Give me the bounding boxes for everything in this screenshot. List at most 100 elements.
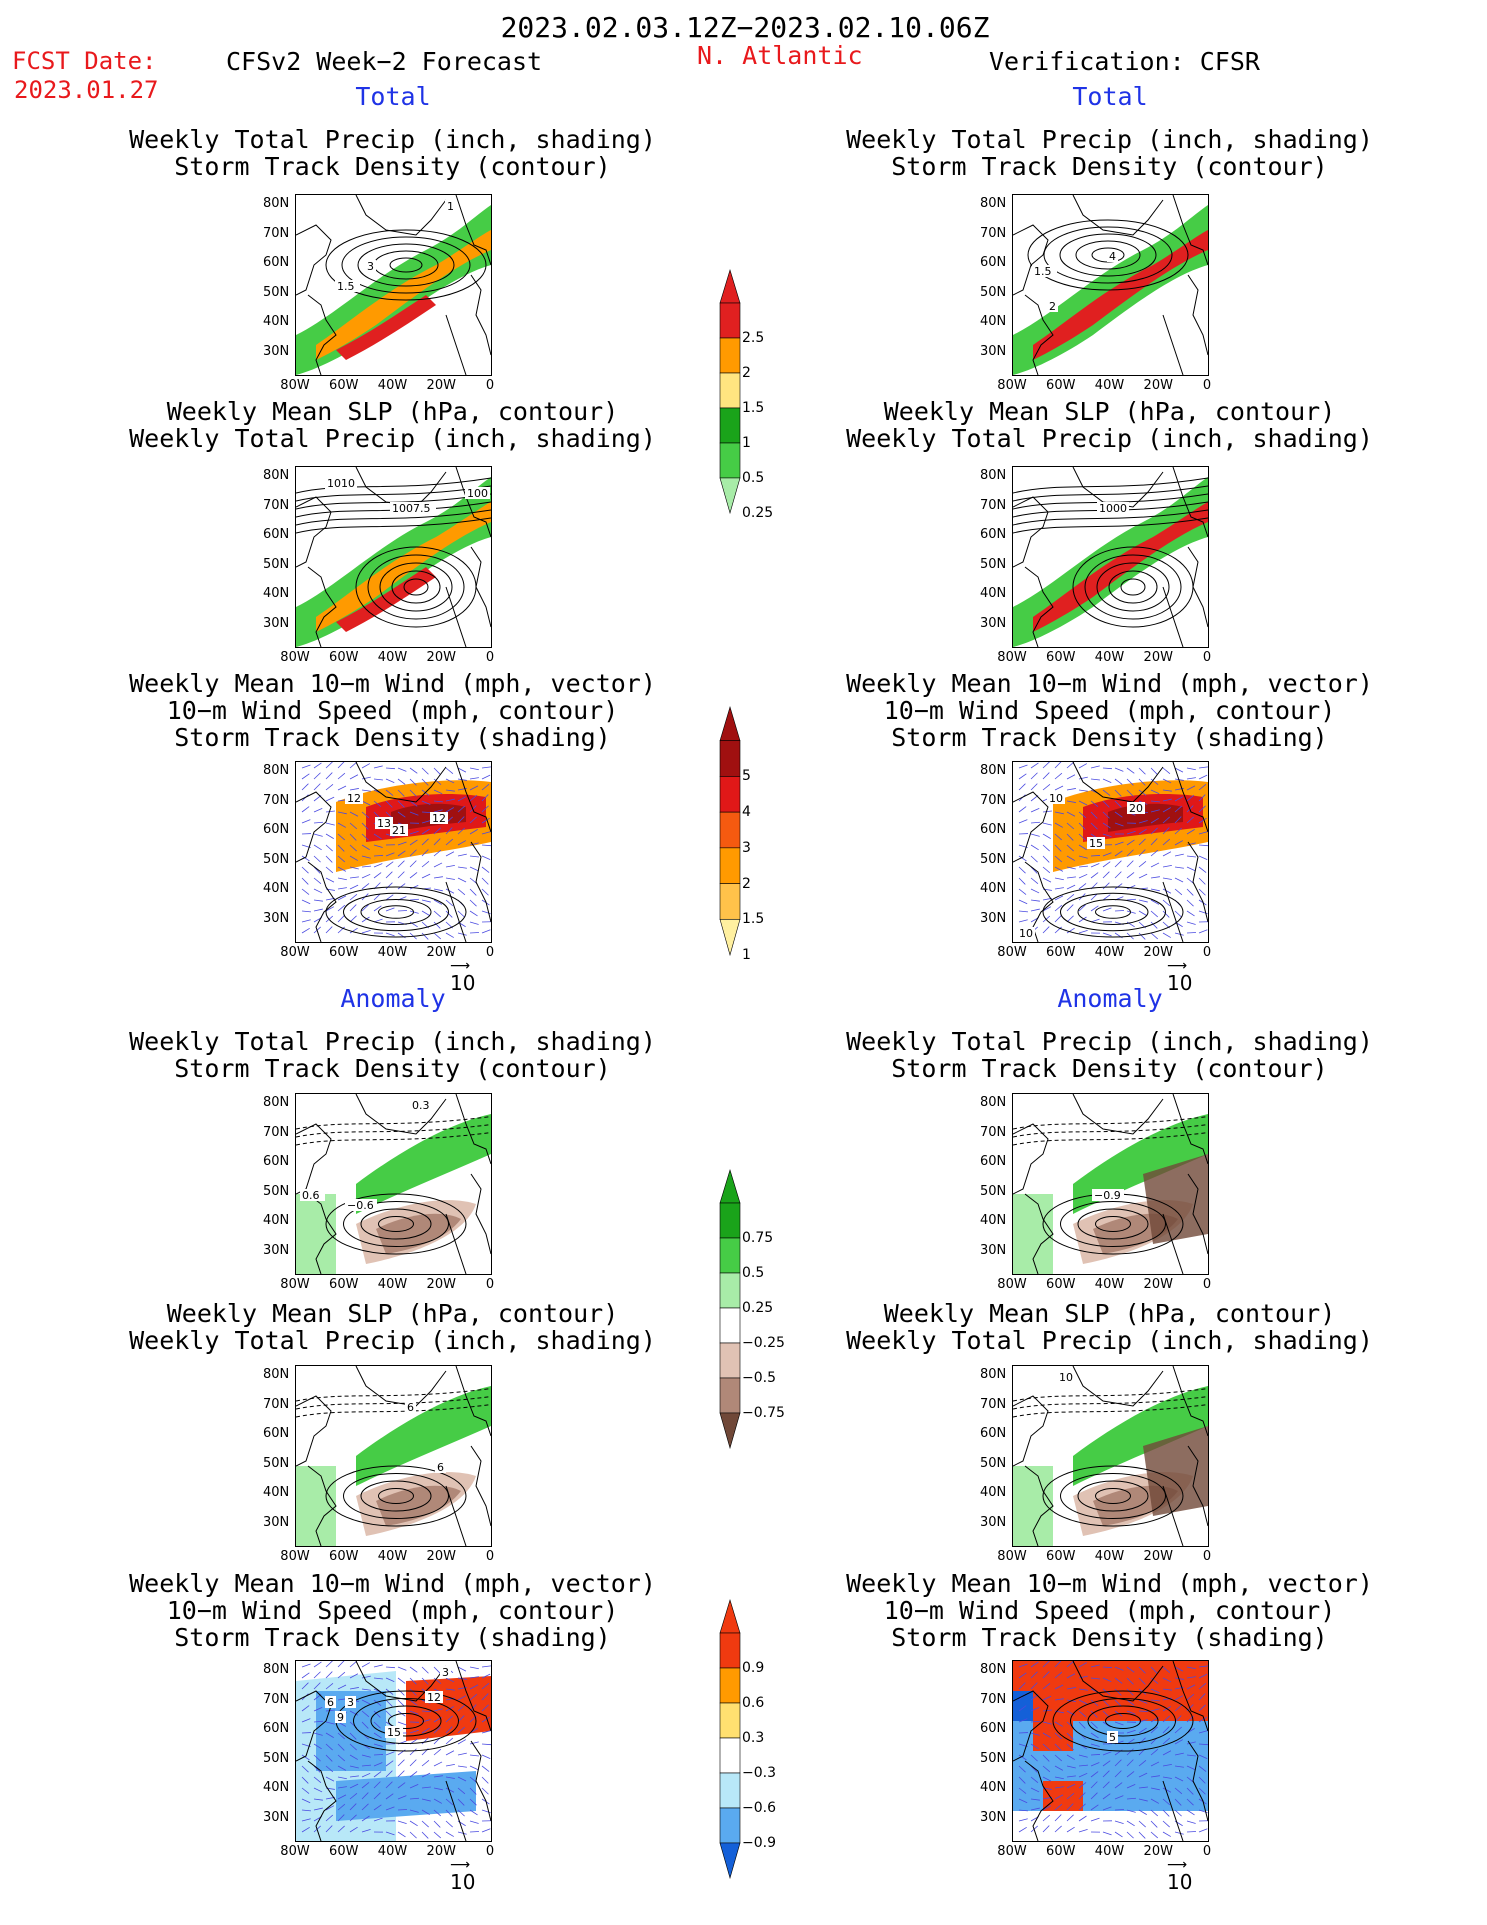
vector-reference: ⟶ 10: [1167, 959, 1192, 995]
lon-tick: 40W: [377, 945, 408, 960]
contour-label: 0.3: [410, 1099, 435, 1112]
lon-tick: 0: [485, 1844, 495, 1859]
region-title: N. Atlantic: [697, 41, 863, 70]
lat-tick: 70N: [263, 792, 290, 808]
contour-label: 12: [425, 1691, 443, 1704]
section-anomaly-right: Anomaly: [1057, 984, 1163, 1013]
lon-tick: 40W: [1094, 1277, 1125, 1292]
lat-tick: 40N: [980, 881, 1007, 896]
lat-tick: 60N: [980, 255, 1007, 270]
fcst-date-label: FCST Date:: [12, 47, 157, 75]
lon-tick: 40W: [377, 378, 408, 393]
lat-tick: 80N: [263, 1367, 290, 1382]
lat-tick: 40N: [263, 881, 290, 896]
contour-label: 1007.5: [390, 502, 436, 515]
panel-title-line: Weekly Mean 10−m Wind (mph, vector): [846, 669, 1373, 698]
contour-label-text: 4: [1109, 250, 1116, 263]
lon-tick: 40W: [377, 1277, 408, 1292]
lon-tick: 20W: [426, 1549, 456, 1564]
panel-title-line: Weekly Total Precip (inch, shading): [129, 1027, 656, 1056]
panel-title-v1: Weekly Total Precip (inch, shading) Storm…: [846, 126, 1373, 180]
lon-tick: 60W: [329, 1844, 359, 1859]
map-plot-v3: 10 20 15 10: [1013, 762, 1208, 942]
contour-label: 5: [1107, 1731, 1118, 1744]
colorbar-label: 5: [742, 768, 751, 785]
vector-arrow-icon: ⟶: [450, 958, 471, 974]
lon-tick: 40W: [377, 1549, 408, 1564]
lon-tick: 20W: [1143, 1549, 1173, 1564]
vector-reference-value: 10: [450, 971, 476, 995]
model-title: CFSv2 Week−2 Forecast: [226, 47, 543, 76]
lat-tick: 50N: [980, 556, 1007, 572]
lat-tick: 80N: [980, 468, 1007, 483]
lat-tick: 30N: [263, 1242, 290, 1258]
contour-label: 9: [335, 1711, 346, 1724]
lon-tick: 80W: [997, 1549, 1027, 1564]
panel-title-line: Storm Track Density (contour): [891, 152, 1328, 181]
lat-tick: 40N: [980, 314, 1007, 329]
contour-label-text: 21: [392, 824, 406, 837]
vector-reference-value: 10: [450, 1870, 476, 1894]
lat-tick: 40N: [263, 314, 290, 329]
map-plot-v1: 41.52: [1013, 195, 1208, 375]
contour-label: 10: [1017, 927, 1035, 940]
contour-label-text: 100: [467, 487, 488, 500]
lat-tick: 50N: [980, 1750, 1007, 1766]
lon-tick: 20W: [1143, 650, 1173, 665]
lon-tick: 60W: [1046, 1549, 1076, 1564]
colorbar-label: −0.9: [742, 1835, 776, 1851]
map-panel-v3: 10 20 15 10: [1012, 761, 1209, 943]
lat-tick: 60N: [980, 1721, 1007, 1736]
lon-tick: 80W: [997, 1844, 1027, 1859]
contour-label: 4: [1107, 250, 1118, 263]
map-panel-v2: 1000: [1012, 466, 1209, 648]
lon-tick: 60W: [1046, 1277, 1076, 1292]
panel-title-line: Weekly Total Precip (inch, shading): [846, 1326, 1373, 1355]
colorbar-label: 0.6: [742, 1695, 765, 1711]
lat-tick: 50N: [263, 1455, 290, 1471]
panel-title-line: Weekly Mean 10−m Wind (mph, vector): [846, 1569, 1373, 1598]
colorbar-label: 0.25: [742, 1300, 774, 1316]
lon-tick: 20W: [426, 1844, 456, 1859]
lat-tick: 40N: [263, 1780, 290, 1795]
lon-tick: 0: [1202, 1844, 1212, 1859]
colorbar-label: −0.25: [742, 1335, 785, 1351]
panel-title-line: Storm Track Density (contour): [174, 152, 611, 181]
panel-title-f5: Weekly Mean SLP (hPa, contour) Weekly Tot…: [129, 1300, 656, 1354]
contour-label: 6: [405, 1401, 416, 1414]
panel-title-f6: Weekly Mean 10−m Wind (mph, vector) 10−m …: [129, 1570, 656, 1651]
lon-tick: 20W: [426, 945, 456, 960]
panel-title-line: Weekly Mean SLP (hPa, contour): [883, 1299, 1336, 1328]
lat-tick: 80N: [980, 1662, 1007, 1677]
map-plot-v6: 5: [1013, 1661, 1208, 1841]
map-panel-v1: 4 1.5 2: [1012, 194, 1209, 376]
contour-label-text: 0.6: [302, 1189, 320, 1202]
panel-title-v3: Weekly Mean 10−m Wind (mph, vector) 10−m …: [846, 670, 1373, 751]
panel-title-line: Weekly Mean SLP (hPa, contour): [166, 1299, 619, 1328]
lon-tick: 60W: [1046, 945, 1076, 960]
lon-tick: 20W: [426, 378, 456, 393]
colorbar-label: 0.3: [742, 1730, 765, 1746]
contour-label-text: 12: [427, 1691, 441, 1704]
lon-tick: 20W: [1143, 378, 1173, 393]
panel-title-line: Storm Track Density (shading): [174, 723, 611, 752]
contour-label: 12: [430, 812, 448, 825]
lat-tick: 50N: [980, 284, 1007, 300]
panel-title-v4: Weekly Total Precip (inch, shading) Storm…: [846, 1028, 1373, 1082]
map-plot-f2: 1010 1007.5 100: [296, 467, 491, 647]
lat-tick: 70N: [980, 1691, 1007, 1707]
colorbar-label: 1.5: [742, 911, 765, 928]
lon-tick: 0: [1202, 1277, 1212, 1292]
lat-tick: 30N: [980, 615, 1007, 631]
lon-tick: 80W: [997, 650, 1027, 665]
contour-label-text: 12: [347, 792, 361, 805]
lat-tick: 40N: [980, 1485, 1007, 1500]
lat-tick: 40N: [980, 1213, 1007, 1228]
contour-label-text: −0.6: [347, 1199, 374, 1212]
lat-tick: 80N: [263, 763, 290, 778]
map-plot-v2: 1000: [1013, 467, 1208, 647]
lon-tick: 40W: [1094, 650, 1125, 665]
lat-tick: 60N: [263, 1721, 290, 1736]
